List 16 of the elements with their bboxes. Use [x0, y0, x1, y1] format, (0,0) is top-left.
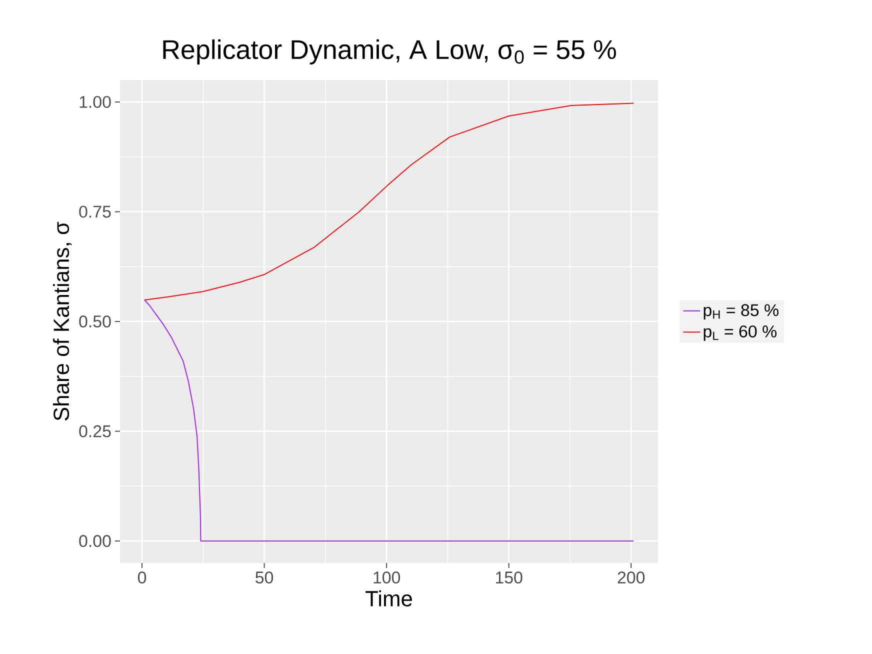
x-axis-title: Time [366, 590, 412, 606]
x-tick-label: 200 [618, 572, 645, 584]
y-tick-label: 1.00 [80, 96, 111, 108]
chart-title: Replicator Dynamic, A Low, σ$_{0}$ = 55 % [163, 39, 616, 64]
line-series [144, 102, 634, 300]
x-tick-label: 100 [374, 572, 400, 584]
x-tick-label: 50 [256, 572, 274, 584]
x-tick-label: 150 [496, 572, 522, 584]
legend-label: p$_{H}$ = 85 % [704, 304, 778, 320]
y-axis-title: Share of Kantians, σ [52, 222, 72, 420]
y-tick-label: 0.75 [79, 206, 111, 218]
x-tick-label: 0 [138, 572, 146, 584]
y-tick-label: 0.00 [79, 535, 111, 548]
y-tick-label: 0.50 [79, 315, 111, 328]
legend-label: p$_{L}$ = 60 % [704, 325, 777, 341]
y-tick-label: 0.25 [79, 425, 111, 438]
